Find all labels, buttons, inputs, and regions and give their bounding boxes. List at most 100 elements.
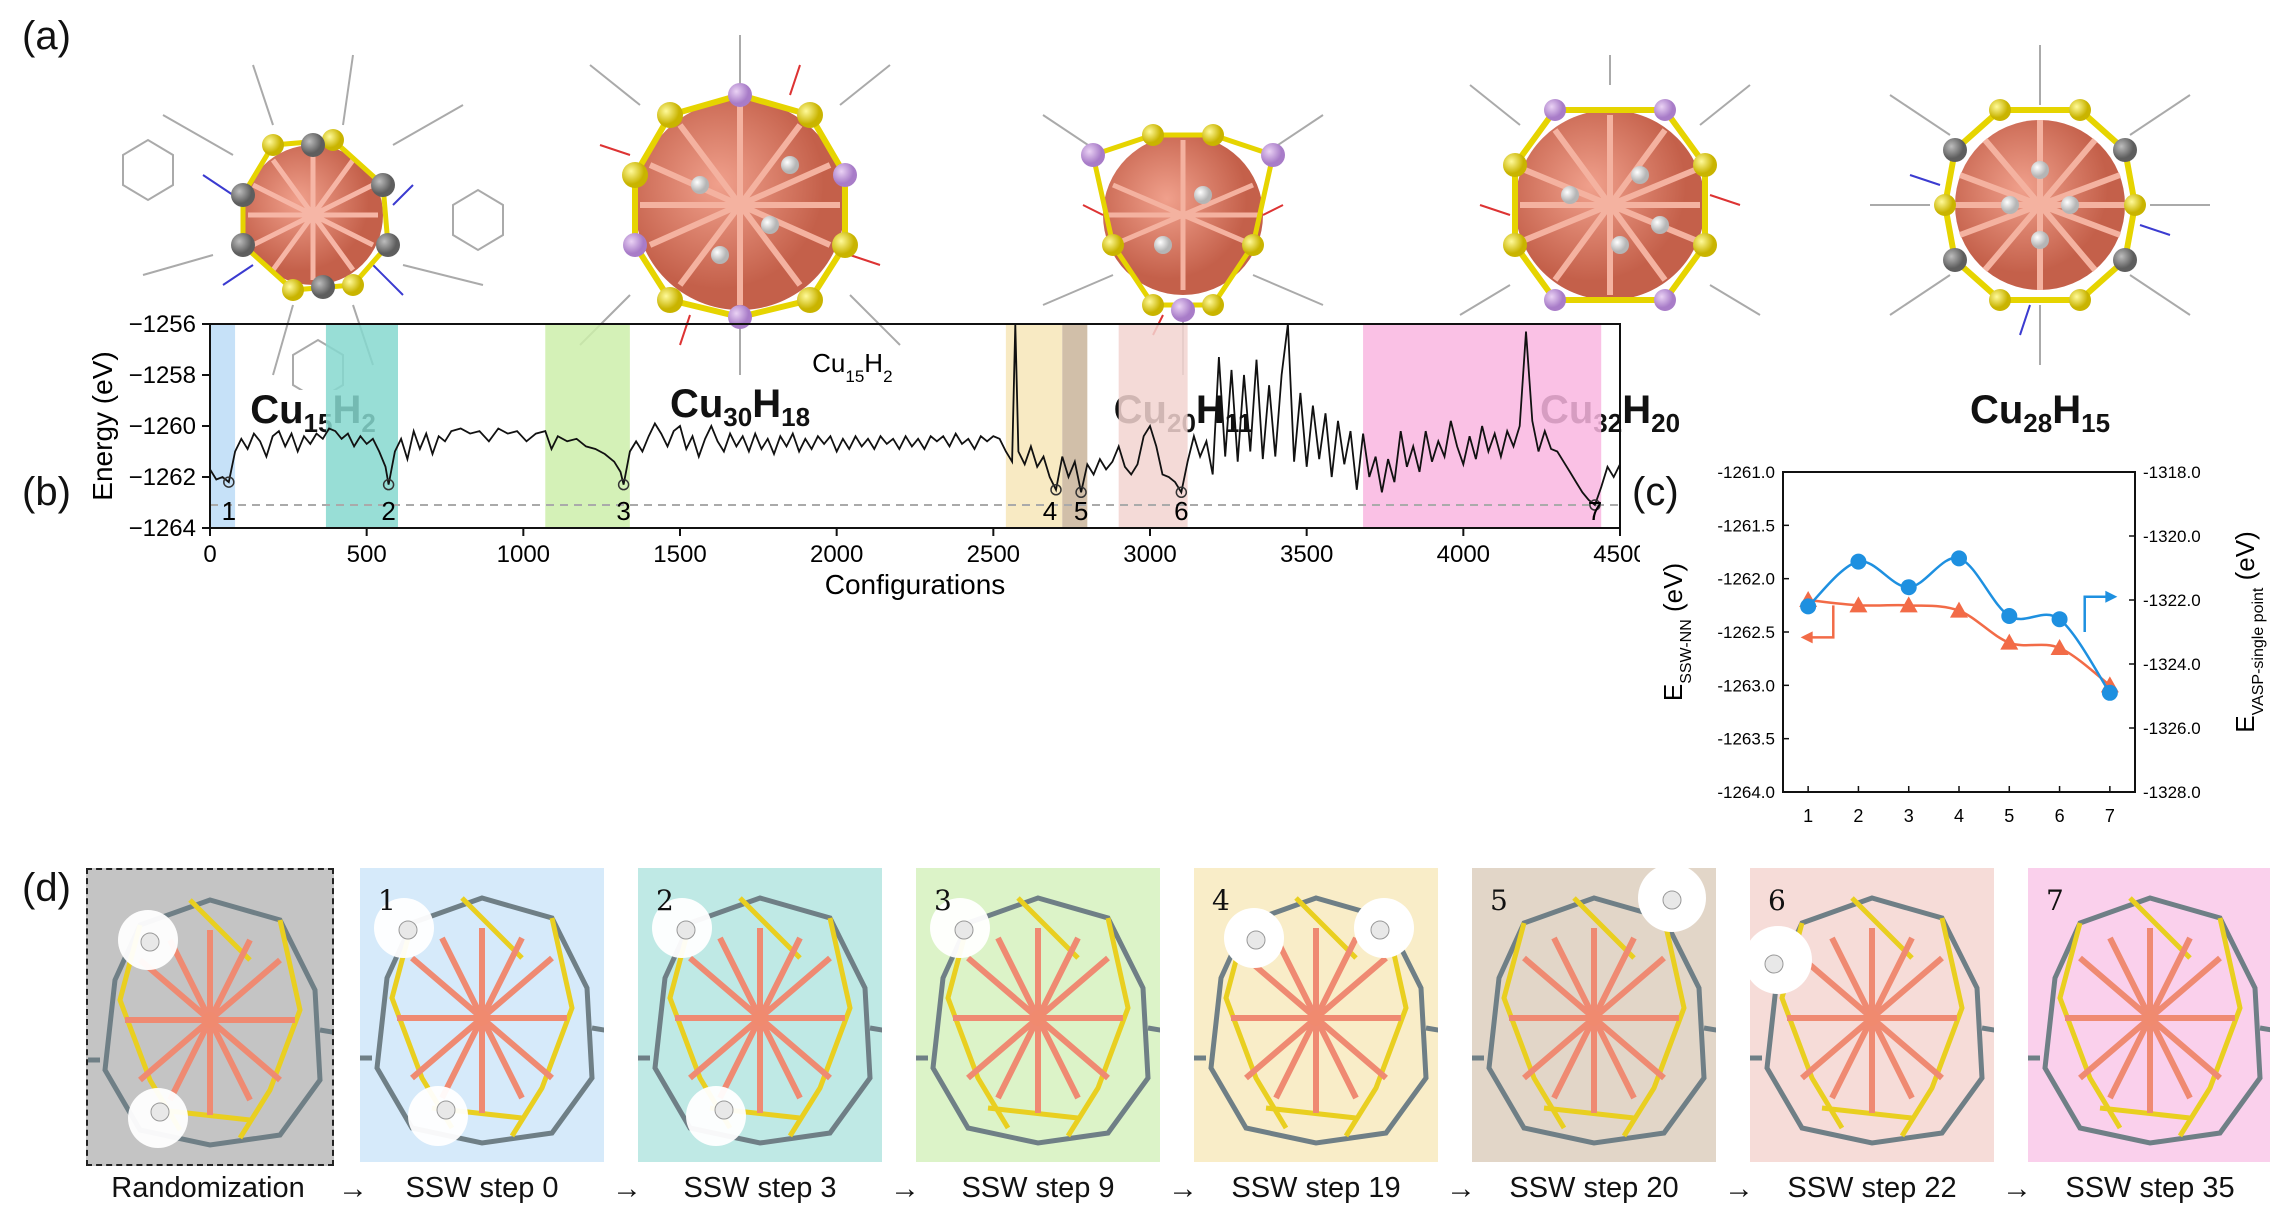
step-arrow: → — [1446, 1172, 1476, 1205]
right-y-tick-label: -1320.0 — [2143, 527, 2201, 546]
y-tick-label: −1258 — [129, 362, 196, 389]
ssw-nn-point — [1899, 596, 1918, 613]
x-tick-label: 5 — [2004, 806, 2014, 826]
right-y-tick-label: -1324.0 — [2143, 655, 2201, 674]
x-tick-label: 3500 — [1280, 541, 1333, 568]
minimum-label-3: 3 — [616, 496, 630, 526]
minimum-marker-5 — [1075, 486, 1087, 499]
x-tick-label: 0 — [203, 541, 216, 568]
vasp-point — [1800, 598, 1817, 615]
left-y-tick-label: -1261.5 — [1717, 516, 1775, 535]
left-y-tick-label: -1262.5 — [1717, 623, 1775, 642]
cluster-label-2: Cu30H18 — [669, 382, 811, 432]
shaded-region-1 — [210, 324, 236, 528]
minimum-label-1: 1 — [222, 496, 236, 526]
panel-label-b: (b) — [22, 470, 71, 514]
y-tick-label: −1256 — [129, 311, 196, 338]
right-y-tick-label: -1322.0 — [2143, 591, 2201, 610]
cluster-structures — [122, 35, 2210, 390]
shaded-region-2 — [325, 324, 398, 528]
cluster-snapshot-drawing — [1176, 895, 1457, 1146]
vasp-point — [2051, 611, 2068, 628]
shaded-region-5 — [1062, 324, 1088, 528]
x-tick-label: 500 — [347, 541, 387, 568]
cluster-snapshot-drawing — [342, 895, 623, 1146]
x-tick-label: 6 — [2055, 806, 2065, 826]
left-y-axis-label: ESSW-NN (eV) — [1658, 563, 1695, 701]
snapshot-caption: SSW step 0 — [405, 1172, 559, 1204]
ssw-nn-point — [1849, 596, 1868, 613]
minimum-marker-7 — [1589, 499, 1601, 511]
vasp-point — [2001, 608, 2018, 624]
snapshot-caption: SSW step 20 — [1509, 1172, 1679, 1204]
snapshot-caption: SSW step 22 — [1787, 1172, 1957, 1204]
cluster-4-structure — [1459, 55, 1761, 316]
x-axis-label: Configurations — [825, 569, 1006, 600]
snapshot-randomization — [70, 868, 351, 1166]
y-axis-label: Energy (eV) — [87, 351, 118, 500]
x-tick-label: 4000 — [1437, 541, 1490, 568]
minimum-label-6: 6 — [1174, 496, 1188, 526]
y-tick-label: −1260 — [129, 413, 196, 440]
minimum-label-7: 7 — [1588, 496, 1602, 526]
x-tick-label: 7 — [2105, 806, 2115, 826]
cluster-snapshot-drawing — [1732, 895, 2013, 1146]
y-tick-label: −1264 — [129, 515, 196, 542]
x-tick-label: 1500 — [653, 541, 706, 568]
right-y-tick-label: -1318.0 — [2143, 463, 2201, 482]
x-tick-label: 2 — [1853, 806, 1863, 826]
left-y-tick-label: -1261.0 — [1717, 463, 1775, 482]
snapshot-number: 1 — [378, 884, 396, 917]
snapshot-number: 2 — [656, 884, 674, 917]
vasp-point — [1850, 553, 1867, 570]
minimum-marker-6 — [1175, 486, 1188, 499]
minimum-marker-1 — [223, 476, 235, 488]
cluster-snapshot-drawing — [898, 895, 1179, 1146]
snapshot-step-7: 7 — [2010, 868, 2270, 1162]
panel-label-a: (a) — [22, 14, 71, 58]
cluster-snapshot-drawing — [1454, 864, 1735, 1146]
snapshot-number: 4 — [1212, 884, 1230, 917]
x-tick-label: 3000 — [1123, 541, 1176, 568]
snapshot-number: 5 — [1490, 884, 1508, 917]
left-y-tick-label: -1262.0 — [1717, 570, 1775, 589]
chart-title: Cu15H2 — [812, 348, 892, 386]
energy-series-line — [209, 323, 1621, 507]
snapshot-step-6: 6 — [1732, 868, 2013, 1162]
snapshot-caption: SSW step 19 — [1231, 1172, 1401, 1204]
step-arrow: → — [1168, 1172, 1198, 1205]
snapshot-step-1: 1 — [342, 868, 623, 1162]
left-axis-arrow — [1810, 605, 1835, 639]
ssw-vasp-comparison-chart: 1 2 3 4 5 6 7 -1261.0 -1261.5 -1262.0 -1262.5 -1263… — [1658, 463, 2267, 826]
cluster-snapshot-drawing — [70, 897, 351, 1148]
left-y-tick-label: -1263.5 — [1717, 730, 1775, 749]
vasp-point — [2101, 684, 2118, 701]
ssw-nn-point — [2050, 639, 2069, 655]
right-y-tick-label: -1328.0 — [2143, 783, 2201, 802]
minimum-marker-4 — [1050, 484, 1062, 496]
panel-label-c: (c) — [1632, 470, 1679, 514]
x-tick-label: 2500 — [967, 541, 1020, 568]
x-tick-label: 4 — [1954, 806, 1964, 826]
cluster-label-5: Cu28H15 — [1969, 388, 2111, 438]
x-tick-label: 1 — [1803, 806, 1813, 826]
snapshot-caption: SSW step 3 — [683, 1172, 837, 1204]
cluster-5-structure — [1870, 45, 2210, 365]
cluster-2-structure — [579, 35, 901, 375]
cluster-snapshot-drawing — [620, 895, 901, 1146]
x-tick-label: 3 — [1904, 806, 1914, 826]
step-arrow: → — [338, 1172, 368, 1205]
minimum-label-5: 5 — [1074, 496, 1088, 526]
snapshot-step-3: 3 — [898, 868, 1179, 1162]
panel-label-d: (d) — [22, 866, 71, 910]
x-tick-label: 4500 — [1593, 541, 1640, 568]
minimum-marker-3 — [617, 478, 630, 491]
vasp-point — [1900, 579, 1917, 596]
snapshot-caption: SSW step 9 — [961, 1172, 1115, 1204]
snapshot-number: 3 — [934, 884, 952, 917]
vasp-point — [1951, 550, 1967, 567]
x-tick-label: 1000 — [497, 541, 550, 568]
shaded-region-3 — [545, 324, 630, 528]
right-y-axis-label: EVASP-single point (eV) — [2230, 531, 2267, 732]
